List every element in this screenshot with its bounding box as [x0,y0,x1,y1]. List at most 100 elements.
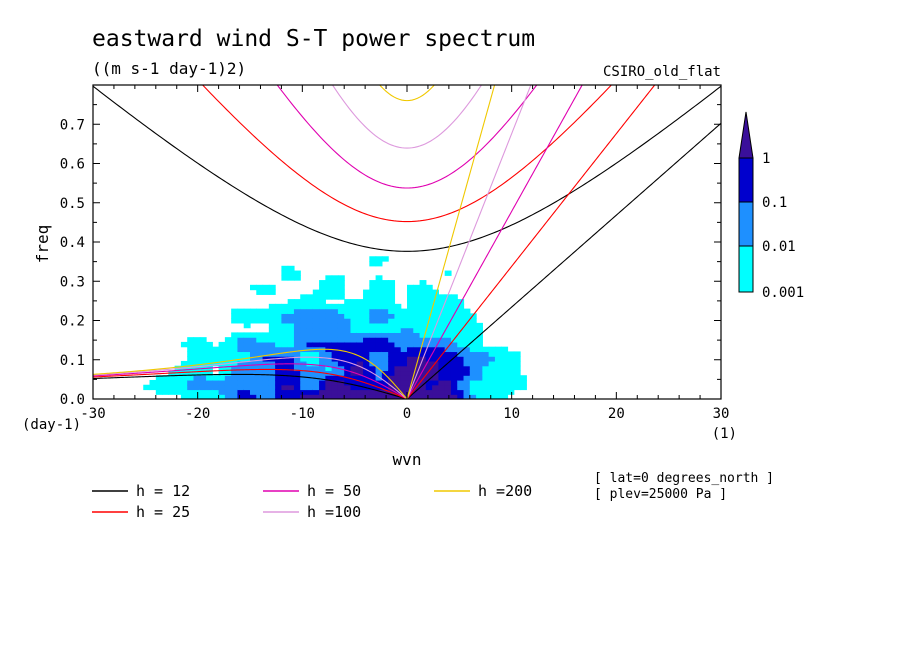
spectrum-cell [469,384,477,391]
spectrum-cell [256,313,264,319]
spectrum-cell [375,261,383,267]
spectrum-cell [281,379,289,386]
spectrum-cell [275,337,282,343]
spectrum-cell [243,379,251,386]
spectrum-cell [268,375,276,381]
spectrum-cell [488,351,496,357]
spectrum-cell [237,337,245,343]
spectrum-cell [488,360,496,367]
spectrum-cell [350,346,358,353]
spectrum-cell [312,351,320,357]
spectrum-cell [432,379,439,386]
spectrum-cell [407,294,414,300]
spectrum-cell [388,322,396,329]
spectrum-cell [432,384,439,391]
spectrum-cell [281,351,289,357]
spectrum-cell [476,375,483,381]
spectrum-cell [501,356,509,362]
spectrum-cell [482,384,490,391]
spectrum-cell [331,327,339,333]
spectrum-cell [224,375,232,381]
spectrum-cell [450,370,458,376]
spectrum-cell [432,303,439,310]
spectrum-cell [193,389,201,395]
spectrum-cell [237,332,245,338]
spectrum-cell [256,389,264,395]
spectrum-cell [300,384,308,391]
spectrum-cell [363,360,370,367]
spectrum-cell [256,332,264,338]
spectrum-cell [337,375,345,381]
spectrum-cell [356,370,364,376]
spectrum-cell [450,303,458,310]
spectrum-cell [488,375,496,381]
spectrum-cell [513,375,521,381]
spectrum-cell [425,379,433,386]
spectrum-cell [450,313,458,319]
spectrum-cell [375,341,383,348]
spectrum-cell [438,384,446,391]
spectrum-cell [388,327,396,333]
spectrum-cell [488,384,496,391]
spectrum-cell [356,341,364,348]
spectrum-cell [331,289,339,295]
spectrum-cell [268,365,276,372]
spectrum-cell [425,332,433,338]
spectrum-cell [319,322,326,329]
spectrum-cell [312,332,320,338]
spectrum-cell [363,337,370,343]
spectrum-cell [224,394,232,399]
spectrum-cell [469,322,477,329]
spectrum-cell [375,337,383,343]
spectrum-cell [425,313,433,319]
spectrum-cell [306,365,314,372]
spectrum-cell [350,313,358,319]
spectrum-cell [381,379,389,386]
spectrum-cell [325,394,333,399]
power-spectrum-field [143,256,527,399]
spectrum-cell [199,337,207,343]
spectrum-cell [275,308,282,314]
spectrum-cell [306,332,314,338]
spectrum-cell [275,327,282,333]
spectrum-cell [231,384,239,391]
spectrum-cell [262,356,270,362]
spectrum-cell [369,351,377,357]
spectrum-cell [231,389,239,395]
spectrum-cell [312,322,320,329]
spectrum-cell [243,389,251,395]
spectrum-cell [281,370,289,376]
spectrum-cell [501,360,509,367]
spectrum-cell [319,303,326,310]
spectrum-cell [331,341,339,348]
spectrum-cell [394,351,402,357]
rossby-curve [93,363,408,399]
spectrum-cell [394,327,402,333]
spectrum-cell [337,332,345,338]
spectrum-cell [444,370,452,376]
spectrum-cell [287,270,295,276]
spectrum-cell [444,394,452,399]
spectrum-cell [400,318,408,324]
spectrum-cell [256,346,264,353]
spectrum-cell [419,322,427,329]
spectrum-cell [231,360,239,367]
spectrum-cell [268,389,276,395]
spectrum-cell [168,384,176,391]
spectrum-cell [375,356,383,362]
spectrum-cell [243,375,251,381]
spectrum-cell [407,346,414,353]
spectrum-cell [344,394,352,399]
spectrum-cell [450,341,458,348]
spectrum-cell [287,299,295,305]
spectrum-cell [243,365,251,372]
spectrum-cell [300,351,308,357]
spectrum-cell [425,351,433,357]
spectrum-cell [162,389,169,395]
spectrum-cell [438,332,446,338]
spectrum-cell [488,370,496,376]
spectrum-cell [293,351,301,357]
spectrum-cell [199,384,207,391]
spectrum-cell [262,360,270,367]
spectrum-cell [450,318,458,324]
